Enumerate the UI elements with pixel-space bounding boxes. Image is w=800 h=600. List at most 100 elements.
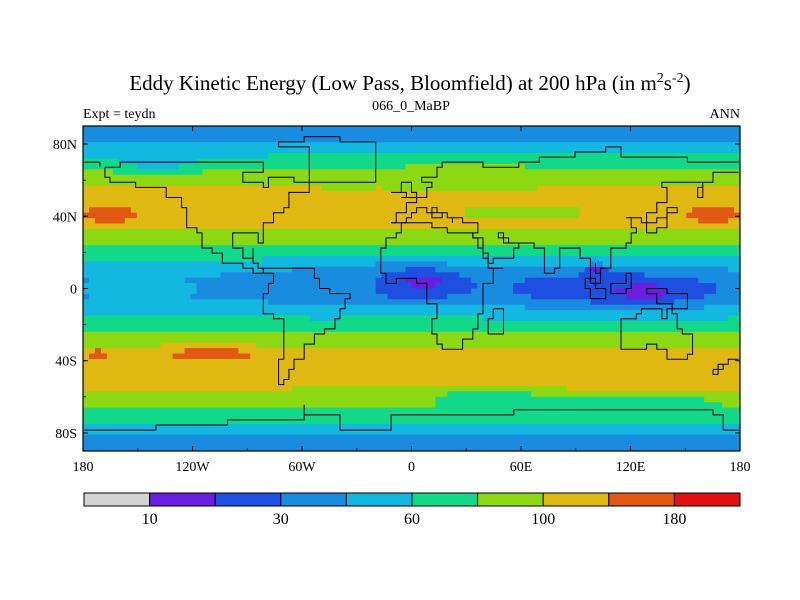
- contour-cell: [83, 174, 740, 181]
- contour-cell: [698, 277, 740, 284]
- contour-cell: [196, 283, 377, 290]
- contour-cell: [88, 293, 192, 300]
- contour-cell: [83, 245, 740, 252]
- contour-cell: [83, 348, 96, 355]
- contour-cell: [83, 136, 740, 143]
- contour-cell: [83, 239, 740, 246]
- contour-cell: [656, 283, 717, 290]
- colorbar-label: 10: [142, 511, 158, 528]
- contour-cell: [447, 391, 532, 398]
- contour-cell: [590, 266, 604, 273]
- contour-cell: [106, 353, 174, 360]
- contour-cell: [83, 315, 311, 322]
- contour-cell: [160, 342, 257, 349]
- contour-cell: [83, 283, 198, 290]
- contour-cell: [375, 185, 383, 192]
- contour-cell: [83, 293, 90, 300]
- coastline: [584, 277, 607, 300]
- contour-cell: [513, 288, 616, 295]
- contour-cell: [728, 266, 740, 273]
- contour-cell: [614, 288, 669, 295]
- run-name-label: 066_0_MaBP: [372, 99, 450, 114]
- contour-cell: [202, 169, 740, 176]
- contour-cell: [704, 293, 740, 300]
- contour-cell: [644, 272, 740, 279]
- contour-cell: [524, 277, 699, 284]
- contour-cell: [668, 288, 717, 295]
- y-tick-label: 40N: [53, 210, 77, 225]
- contour-cell: [83, 288, 198, 295]
- contour-cell: [83, 364, 740, 371]
- contour-cell: [447, 261, 592, 268]
- contour-cell: [83, 223, 740, 230]
- coastline: [84, 161, 101, 168]
- contour-cell: [83, 386, 293, 393]
- contour-cell: [83, 407, 740, 414]
- contour-cell: [524, 163, 740, 170]
- contour-cell: [83, 369, 740, 376]
- contour-cell: [626, 293, 663, 300]
- contour-cell: [83, 266, 293, 273]
- coastline: [84, 404, 739, 431]
- colorbar-label: 100: [531, 511, 555, 528]
- x-tick-label: 180: [730, 460, 751, 475]
- contour-cell: [83, 158, 120, 165]
- contour-cell: [238, 348, 740, 355]
- contour-cell: [674, 299, 740, 306]
- contour-cell: [435, 266, 586, 273]
- contour-cell: [578, 272, 646, 279]
- contour-cell: [268, 153, 740, 160]
- colorbar-segment: [83, 492, 151, 507]
- contour-cell: [530, 293, 628, 300]
- contour-cell: [405, 277, 442, 284]
- contour-cell: [411, 283, 436, 290]
- contour-cell: [632, 283, 657, 290]
- contour-cell: [375, 283, 413, 290]
- x-tick-label: 120E: [616, 460, 646, 475]
- contour-cell: [196, 288, 377, 295]
- contour-cell: [513, 283, 634, 290]
- contour-cell: [405, 266, 436, 273]
- contour-cell: [590, 261, 604, 268]
- coastline: [391, 181, 418, 198]
- contour-cell: [83, 131, 740, 138]
- x-tick-label: 60E: [510, 460, 533, 475]
- coastline: [104, 161, 310, 274]
- contour-cell: [734, 207, 740, 214]
- contour-cell: [698, 218, 729, 225]
- contour-cell: [83, 342, 162, 349]
- colorbar-segment: [542, 492, 610, 507]
- colorbar-segment: [345, 492, 413, 507]
- contour-cell: [375, 288, 472, 295]
- contour-cell: [83, 423, 740, 430]
- contour-cell: [83, 402, 436, 409]
- contour-cell: [292, 386, 568, 393]
- contour-cell: [435, 396, 705, 403]
- coastline: [380, 222, 504, 350]
- contour-cell: [321, 185, 377, 192]
- contour-cell: [590, 299, 675, 306]
- contour-cell: [728, 218, 740, 225]
- x-tick-label: 60W: [288, 460, 316, 475]
- contour-cell: [83, 191, 740, 198]
- contour-cell: [578, 207, 693, 214]
- contour-cell: [83, 299, 269, 306]
- contour-cell: [716, 283, 740, 290]
- contour-cell: [728, 315, 740, 322]
- contour-cell: [220, 272, 383, 279]
- coastline: [391, 146, 739, 224]
- y-tick-label: 40S: [55, 355, 77, 370]
- contour-cell: [88, 277, 186, 284]
- contour-cell: [256, 342, 740, 349]
- contour-cell: [250, 353, 740, 360]
- contour-cell: [190, 293, 389, 300]
- contour-cell: [83, 396, 436, 403]
- contour-cell: [83, 418, 740, 425]
- x-tick-label: 180: [73, 460, 94, 475]
- contour-cell: [184, 277, 377, 284]
- contour-cell: [83, 337, 740, 344]
- contour-cell: [471, 277, 526, 284]
- contour-cell: [465, 212, 580, 219]
- contour-cell: [608, 266, 729, 273]
- contour-cell: [292, 266, 407, 273]
